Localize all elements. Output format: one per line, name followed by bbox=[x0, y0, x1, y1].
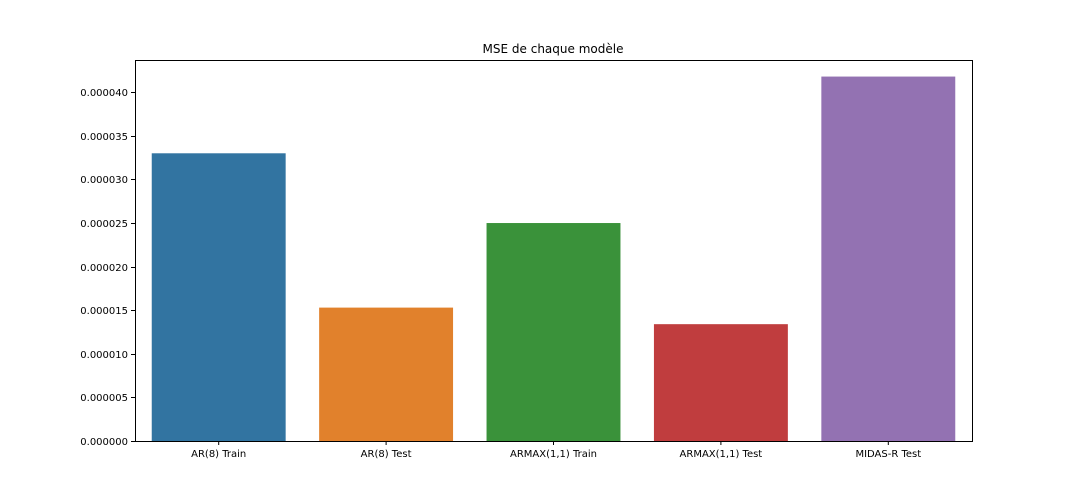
x-tick-label: ARMAX(1,1) Test bbox=[680, 449, 763, 460]
x-tick-label: MIDAS-R Test bbox=[855, 449, 921, 460]
y-tick-label: 0.000020 bbox=[80, 263, 128, 274]
bar-ar-8-train bbox=[151, 153, 286, 441]
y-tick-label: 0.000025 bbox=[80, 219, 128, 230]
bar-ar-8-test bbox=[319, 307, 454, 441]
y-tick-label: 0.000015 bbox=[80, 306, 128, 317]
x-axis: AR(8) Train AR(8) Test ARMAX(1,1) Train ARM… bbox=[191, 441, 921, 460]
chart-title: MSE de chaque modèle bbox=[483, 42, 624, 56]
y-tick-label: 0.000035 bbox=[80, 132, 128, 143]
y-axis: 0.000000 0.000005 0.000010 0.000015 0.000020… bbox=[80, 88, 135, 448]
y-tick-label: 0.000010 bbox=[80, 350, 128, 361]
x-tick-label: ARMAX(1,1) Train bbox=[510, 449, 597, 460]
plot-frame bbox=[135, 60, 973, 442]
x-tick-label: AR(8) Test bbox=[361, 449, 412, 460]
bar-armax-1-1-train bbox=[486, 223, 621, 441]
bar-armax-1-1-test bbox=[653, 324, 788, 441]
y-tick-label: 0.000030 bbox=[80, 175, 128, 186]
bar-midas-r-test bbox=[821, 76, 956, 441]
y-tick-label: 0.000000 bbox=[80, 437, 128, 448]
y-tick-label: 0.000005 bbox=[80, 393, 128, 404]
bars bbox=[151, 76, 956, 441]
y-tick-label: 0.000040 bbox=[80, 88, 128, 99]
x-tick-label: AR(8) Train bbox=[191, 449, 246, 460]
